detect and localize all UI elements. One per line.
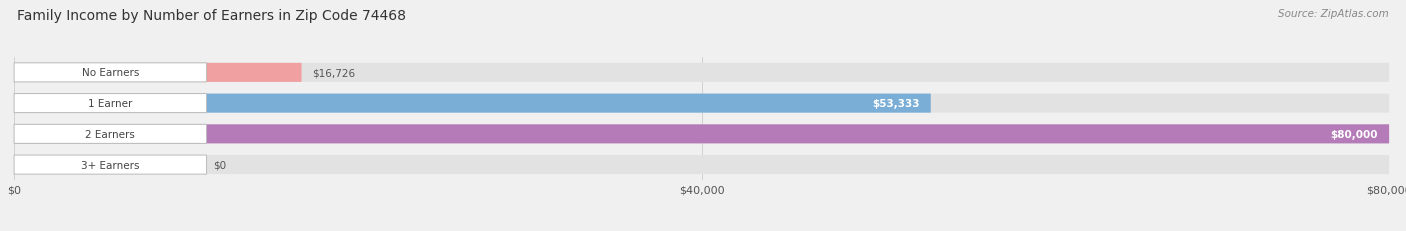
Text: $16,726: $16,726 (312, 68, 356, 78)
Text: $0: $0 (214, 160, 226, 170)
FancyBboxPatch shape (14, 64, 1389, 82)
Text: Source: ZipAtlas.com: Source: ZipAtlas.com (1278, 9, 1389, 19)
Text: $53,333: $53,333 (872, 99, 920, 109)
FancyBboxPatch shape (14, 125, 1389, 144)
Text: $80,000: $80,000 (1330, 129, 1378, 139)
FancyBboxPatch shape (14, 125, 207, 144)
FancyBboxPatch shape (14, 94, 931, 113)
Text: 2 Earners: 2 Earners (86, 129, 135, 139)
Text: Family Income by Number of Earners in Zip Code 74468: Family Income by Number of Earners in Zi… (17, 9, 406, 23)
FancyBboxPatch shape (14, 155, 1389, 174)
FancyBboxPatch shape (14, 94, 207, 113)
Text: No Earners: No Earners (82, 68, 139, 78)
FancyBboxPatch shape (14, 64, 301, 82)
FancyBboxPatch shape (14, 64, 207, 82)
FancyBboxPatch shape (14, 155, 207, 174)
FancyBboxPatch shape (14, 94, 1389, 113)
Text: 3+ Earners: 3+ Earners (82, 160, 139, 170)
Text: 1 Earner: 1 Earner (89, 99, 132, 109)
FancyBboxPatch shape (14, 125, 1389, 144)
